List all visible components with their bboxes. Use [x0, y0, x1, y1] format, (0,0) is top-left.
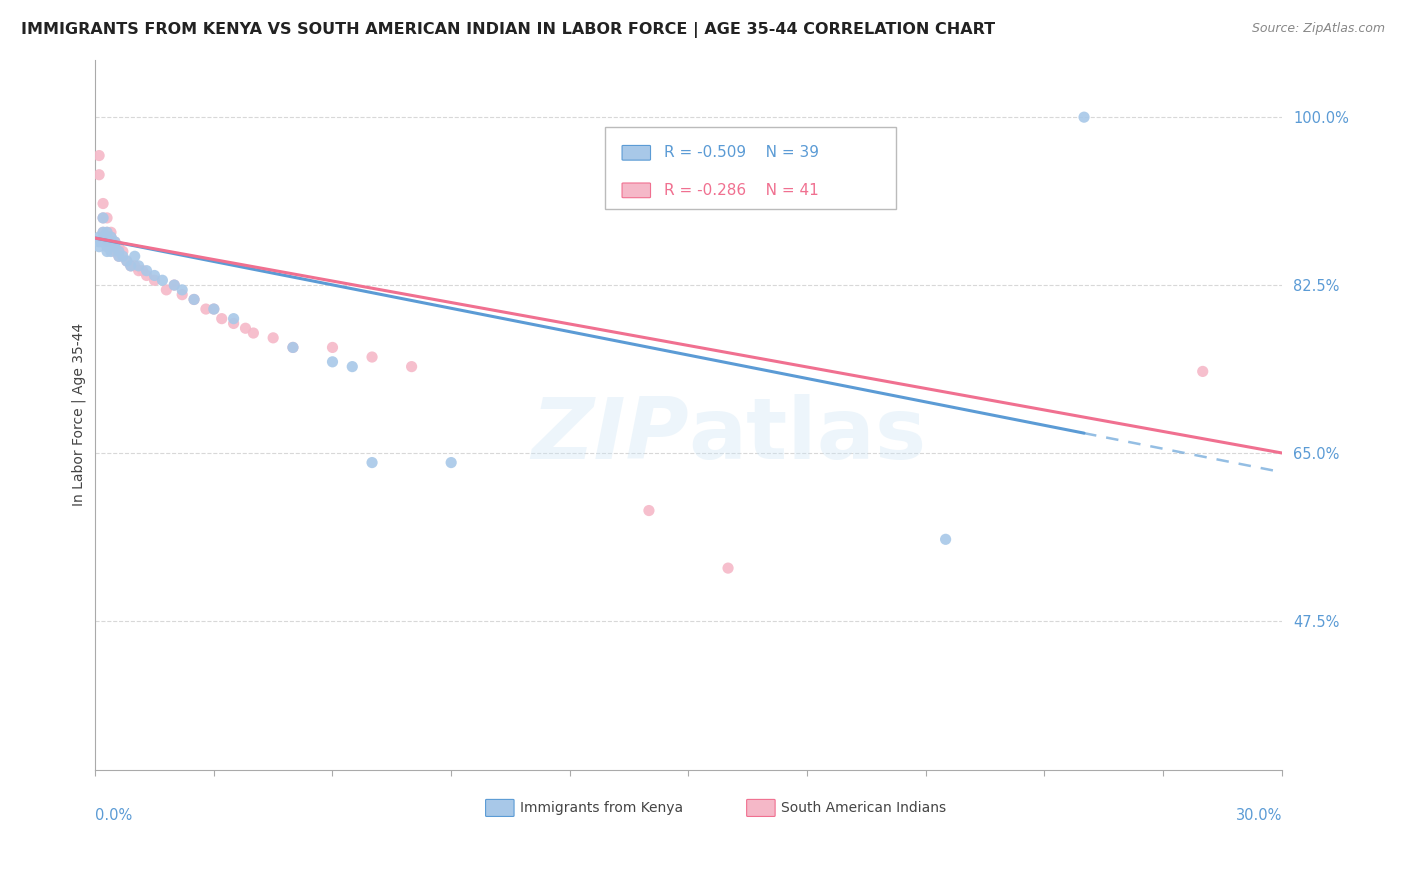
Point	[124, 259, 146, 273]
Point	[115, 254, 138, 268]
Point	[202, 301, 225, 316]
Text: R = -0.286    N = 41: R = -0.286 N = 41	[664, 183, 818, 198]
Point	[361, 350, 384, 364]
Text: Immigrants from Kenya: Immigrants from Kenya	[520, 801, 683, 815]
Point	[222, 317, 245, 331]
Point	[96, 235, 118, 249]
Point	[108, 249, 131, 263]
Point	[100, 230, 122, 244]
Point	[96, 235, 118, 249]
Text: 0.0%: 0.0%	[96, 808, 132, 823]
Point	[120, 259, 142, 273]
Point	[135, 263, 157, 277]
Point	[100, 244, 122, 259]
Point	[135, 268, 157, 283]
Point	[935, 533, 957, 547]
Point	[87, 240, 110, 254]
FancyBboxPatch shape	[621, 183, 651, 198]
Point	[91, 211, 114, 225]
Point	[163, 278, 186, 293]
Point	[131, 263, 153, 277]
Point	[87, 168, 110, 182]
Point	[281, 341, 304, 355]
Point	[91, 211, 114, 225]
Point	[143, 268, 166, 283]
Point	[1073, 110, 1095, 124]
Point	[100, 235, 122, 249]
FancyBboxPatch shape	[606, 127, 896, 209]
Y-axis label: In Labor Force | Age 35-44: In Labor Force | Age 35-44	[72, 323, 86, 506]
Point	[87, 230, 110, 244]
Point	[638, 503, 661, 517]
Point	[163, 278, 186, 293]
Point	[235, 321, 257, 335]
Point	[172, 287, 194, 301]
Point	[211, 311, 233, 326]
Text: IMMIGRANTS FROM KENYA VS SOUTH AMERICAN INDIAN IN LABOR FORCE | AGE 35-44 CORREL: IMMIGRANTS FROM KENYA VS SOUTH AMERICAN …	[21, 22, 995, 38]
Point	[91, 235, 114, 249]
Point	[87, 235, 110, 249]
Point	[108, 240, 131, 254]
Point	[262, 331, 284, 345]
Point	[172, 283, 194, 297]
Point	[152, 273, 174, 287]
Text: 30.0%: 30.0%	[1236, 808, 1282, 823]
Point	[202, 301, 225, 316]
Point	[100, 235, 122, 249]
Point	[91, 230, 114, 244]
Text: ZIP: ZIP	[531, 394, 689, 477]
Point	[143, 273, 166, 287]
Point	[321, 355, 343, 369]
Point	[87, 148, 110, 162]
Point	[440, 456, 463, 470]
Point	[242, 326, 264, 340]
FancyBboxPatch shape	[747, 799, 775, 816]
Point	[96, 225, 118, 239]
Point	[96, 230, 118, 244]
Point	[96, 211, 118, 225]
Point	[321, 341, 343, 355]
Point	[183, 293, 205, 307]
Point	[104, 240, 127, 254]
Point	[100, 230, 122, 244]
Point	[1191, 364, 1213, 378]
Point	[183, 293, 205, 307]
Point	[111, 244, 134, 259]
Point	[104, 235, 127, 249]
Point	[100, 225, 122, 239]
Point	[96, 244, 118, 259]
Point	[91, 225, 114, 239]
Point	[96, 240, 118, 254]
Point	[194, 301, 217, 316]
Point	[111, 249, 134, 263]
Point	[361, 456, 384, 470]
Point	[128, 259, 150, 273]
Point	[155, 283, 177, 297]
Point	[342, 359, 364, 374]
Text: Source: ZipAtlas.com: Source: ZipAtlas.com	[1251, 22, 1385, 36]
Point	[281, 341, 304, 355]
FancyBboxPatch shape	[621, 145, 651, 161]
Point	[104, 244, 127, 259]
FancyBboxPatch shape	[485, 799, 515, 816]
Point	[128, 263, 150, 277]
Point	[124, 249, 146, 263]
Point	[120, 259, 142, 273]
Point	[401, 359, 423, 374]
Text: atlas: atlas	[689, 394, 927, 477]
Point	[115, 254, 138, 268]
Point	[104, 235, 127, 249]
Text: R = -0.509    N = 39: R = -0.509 N = 39	[664, 145, 818, 161]
Point	[108, 244, 131, 259]
Point	[222, 311, 245, 326]
Point	[91, 196, 114, 211]
Point	[717, 561, 740, 575]
Point	[108, 249, 131, 263]
Point	[91, 225, 114, 239]
Text: South American Indians: South American Indians	[782, 801, 946, 815]
Point	[96, 225, 118, 239]
